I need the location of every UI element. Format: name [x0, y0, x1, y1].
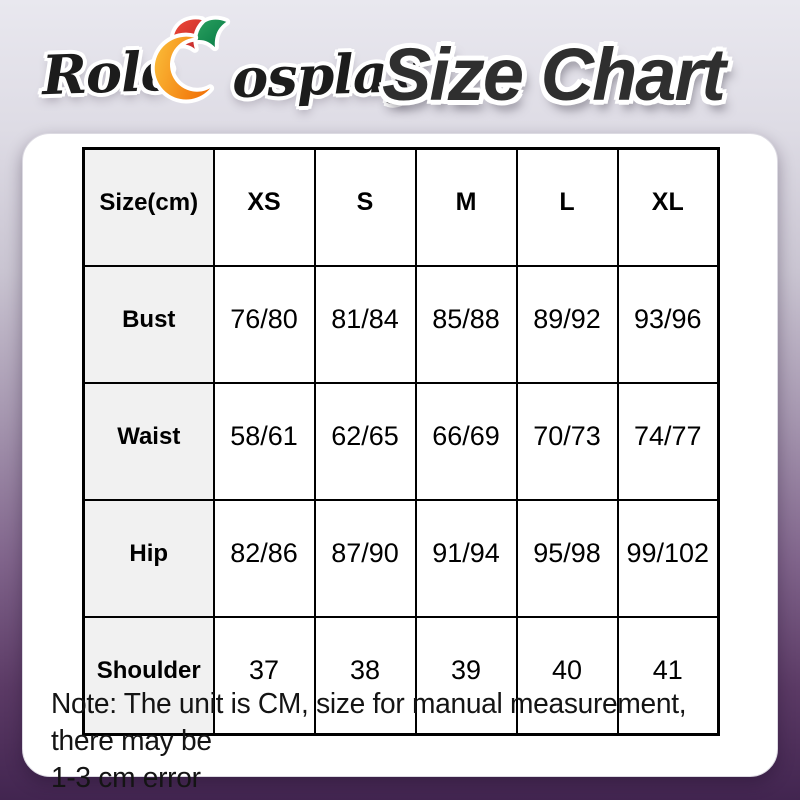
column-header-size: Size(cm): [82, 147, 215, 267]
note-line-2: 1-3 cm error: [51, 762, 201, 794]
green-leaf: [192, 15, 231, 52]
table-row-shoulder: Shoulder 37 38 39 40 41: [82, 616, 720, 736]
orange-crescent: [150, 32, 215, 104]
cell-hip-s: 87/90: [313, 499, 417, 618]
cell-shoulder-m: 39: [414, 616, 518, 736]
cell-hip-l: 95/98: [515, 499, 619, 618]
note-text: Note: The unit is CM, size for manual me…: [51, 686, 746, 797]
cell-waist-xs: 58/61: [212, 382, 316, 501]
column-header-xs: XS: [212, 147, 316, 267]
row-label-waist: Waist: [82, 382, 215, 501]
table-row-hip: Hip 82/86 87/90 91/94 95/98 99/102: [82, 499, 720, 618]
cell-bust-xl: 93/96: [616, 265, 720, 384]
cell-hip-xl: 99/102: [616, 499, 720, 618]
cell-shoulder-xs: 37: [212, 616, 316, 736]
column-header-l: L: [515, 147, 619, 267]
size-table: Size(cm) XS S M L XL Bust 76/80 81/84 85…: [82, 147, 720, 736]
crescent-moon-icon: [150, 15, 231, 104]
cell-bust-m: 85/88: [414, 265, 518, 384]
cell-waist-m: 66/69: [414, 382, 518, 501]
cell-shoulder-l: 40: [515, 616, 619, 736]
cell-shoulder-s: 38: [313, 616, 417, 736]
cell-hip-xs: 82/86: [212, 499, 316, 618]
table-row-waist: Waist 58/61 62/65 66/69 70/73 74/77: [82, 382, 720, 501]
row-label-hip: Hip: [82, 499, 215, 618]
cell-waist-l: 70/73: [515, 382, 619, 501]
cell-bust-xs: 76/80: [212, 265, 316, 384]
column-header-s: S: [313, 147, 417, 267]
column-header-xl: XL: [616, 147, 720, 267]
cell-bust-s: 81/84: [313, 265, 417, 384]
table-row-bust: Bust 76/80 81/84 85/88 89/92 93/96: [82, 265, 720, 384]
row-label-shoulder: Shoulder: [82, 616, 215, 736]
cell-waist-xl: 74/77: [616, 382, 720, 501]
note-line-1: Note: The unit is CM, size for manual me…: [51, 688, 687, 757]
size-chart-card: Size(cm) XS S M L XL Bust 76/80 81/84 85…: [22, 133, 778, 794]
cell-waist-s: 62/65: [313, 382, 417, 501]
cell-hip-m: 91/94: [414, 499, 518, 618]
column-header-m: M: [414, 147, 518, 267]
cell-bust-l: 89/92: [515, 265, 619, 384]
row-label-bust: Bust: [82, 265, 215, 384]
page-title: Size Chart: [382, 33, 726, 116]
header: Role: [0, 0, 800, 132]
table-header-row: Size(cm) XS S M L XL: [82, 147, 720, 267]
cell-shoulder-xl: 41: [616, 616, 720, 736]
